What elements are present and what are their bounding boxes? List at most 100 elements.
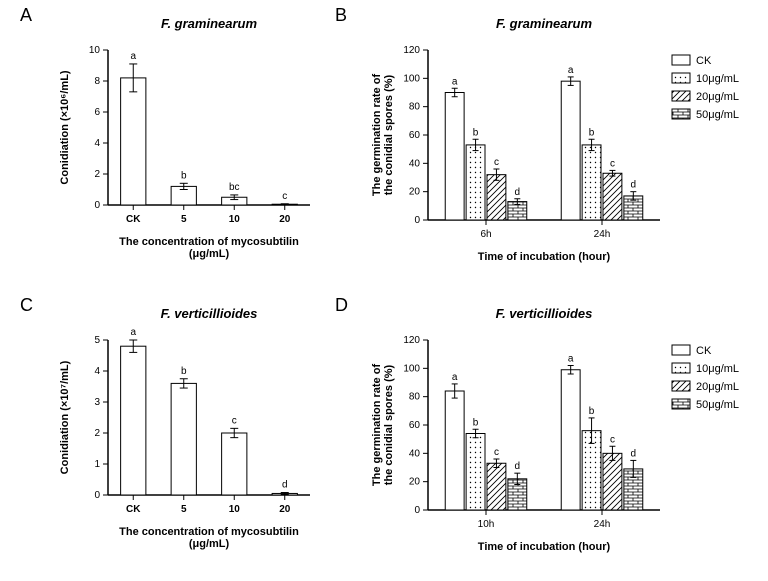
legend-swatch <box>672 91 690 101</box>
svg-text:d: d <box>282 480 288 491</box>
svg-text:120: 120 <box>403 335 420 346</box>
legend-swatch <box>672 109 690 119</box>
svg-text:40: 40 <box>409 158 421 169</box>
svg-text:c: c <box>282 191 287 202</box>
svg-text:The germination rate of: The germination rate of <box>371 74 383 197</box>
legend-label: 50μg/mL <box>696 399 739 411</box>
svg-text:10: 10 <box>229 504 241 515</box>
svg-text:bc: bc <box>229 182 240 193</box>
legend-label: CK <box>696 345 712 357</box>
panel-letter: D <box>335 295 348 316</box>
svg-text:6h: 6h <box>480 229 491 240</box>
bar <box>466 145 485 220</box>
svg-text:b: b <box>473 417 479 428</box>
svg-text:b: b <box>589 406 595 417</box>
svg-text:0: 0 <box>414 505 420 516</box>
svg-text:Time of incubation (hour): Time of incubation (hour) <box>478 251 611 263</box>
svg-text:4: 4 <box>94 138 100 149</box>
svg-text:(μg/mL): (μg/mL) <box>189 538 230 550</box>
svg-text:d: d <box>631 180 637 191</box>
legend-label: 20μg/mL <box>696 381 739 393</box>
svg-text:100: 100 <box>403 363 420 374</box>
svg-text:2: 2 <box>94 169 100 180</box>
svg-text:3: 3 <box>94 397 100 408</box>
svg-text:20: 20 <box>279 504 291 515</box>
svg-text:CK: CK <box>126 214 141 225</box>
svg-text:c: c <box>610 434 615 445</box>
svg-text:F. graminearum: F. graminearum <box>496 16 593 31</box>
panel-letter: A <box>20 5 32 26</box>
svg-text:CK: CK <box>126 504 141 515</box>
bar <box>466 434 485 511</box>
svg-text:a: a <box>130 51 136 62</box>
bar <box>487 175 506 220</box>
bar <box>445 391 464 510</box>
legend-swatch <box>672 363 690 373</box>
svg-text:5: 5 <box>94 335 100 346</box>
svg-text:0: 0 <box>414 215 420 226</box>
bar <box>603 453 622 510</box>
svg-text:c: c <box>610 158 615 169</box>
svg-text:a: a <box>452 372 458 383</box>
svg-text:F. graminearum: F. graminearum <box>161 16 258 31</box>
svg-text:24h: 24h <box>594 229 611 240</box>
chart-container: F. graminearum0246810Conidiation (×10⁶/m… <box>38 10 320 275</box>
bar <box>561 81 580 220</box>
svg-text:F. verticillioides: F. verticillioides <box>161 306 258 321</box>
legend-swatch <box>672 381 690 391</box>
svg-text:10: 10 <box>89 45 101 56</box>
panel-letter: C <box>20 295 33 316</box>
svg-text:Conidiation (×10⁶/mL): Conidiation (×10⁶/mL) <box>59 70 71 184</box>
svg-text:the conidial spores (%): the conidial spores (%) <box>383 364 395 485</box>
legend-label: 50μg/mL <box>696 109 739 121</box>
legend-swatch <box>672 55 690 65</box>
svg-text:d: d <box>515 187 521 198</box>
legend-label: 10μg/mL <box>696 363 739 375</box>
svg-text:c: c <box>494 157 499 168</box>
svg-text:The concentration of mycosubti: The concentration of mycosubtilin <box>119 526 299 538</box>
svg-text:10h: 10h <box>478 519 495 530</box>
svg-text:60: 60 <box>409 420 421 431</box>
svg-text:d: d <box>631 448 637 459</box>
svg-text:20: 20 <box>409 477 421 488</box>
svg-text:10: 10 <box>229 214 241 225</box>
bar <box>603 173 622 220</box>
svg-text:b: b <box>473 127 479 138</box>
svg-text:80: 80 <box>409 392 421 403</box>
svg-text:0: 0 <box>94 490 100 501</box>
svg-text:5: 5 <box>181 504 187 515</box>
svg-text:0: 0 <box>94 200 100 211</box>
svg-text:Conidiation (×10⁷/mL): Conidiation (×10⁷/mL) <box>59 360 71 474</box>
svg-text:120: 120 <box>403 45 420 56</box>
panel-D: DF. verticillioides020406080100120The ge… <box>335 295 755 565</box>
svg-text:2: 2 <box>94 428 100 439</box>
legend-label: 10μg/mL <box>696 73 739 85</box>
svg-text:The germination rate of: The germination rate of <box>371 364 383 487</box>
svg-text:the conidial spores (%): the conidial spores (%) <box>383 74 395 195</box>
svg-text:20: 20 <box>279 214 291 225</box>
svg-text:a: a <box>130 327 136 338</box>
legend-swatch <box>672 345 690 355</box>
svg-text:4: 4 <box>94 366 100 377</box>
svg-text:100: 100 <box>403 73 420 84</box>
panel-C: CF. verticillioides012345Conidiation (×1… <box>20 295 320 565</box>
chart-container: F. verticillioides012345Conidiation (×10… <box>38 300 320 565</box>
chart-container: F. verticillioides020406080100120The ger… <box>353 300 755 565</box>
svg-text:d: d <box>515 461 521 472</box>
svg-text:8: 8 <box>94 76 100 87</box>
chart-container: F. graminearum 0 20 40 60 80 100 120 The germina… <box>353 10 755 275</box>
svg-text:b: b <box>589 127 595 138</box>
svg-text:80: 80 <box>409 102 421 113</box>
bar <box>121 78 146 205</box>
svg-text:60: 60 <box>409 130 421 141</box>
bar <box>561 370 580 510</box>
bar <box>487 463 506 510</box>
bar <box>121 346 146 495</box>
svg-text:20: 20 <box>409 187 421 198</box>
bar <box>171 383 196 495</box>
svg-text:a: a <box>568 354 574 365</box>
svg-text:c: c <box>494 447 499 458</box>
svg-text:(μg/mL): (μg/mL) <box>189 248 230 260</box>
svg-text:5: 5 <box>181 214 187 225</box>
legend-swatch <box>672 399 690 409</box>
